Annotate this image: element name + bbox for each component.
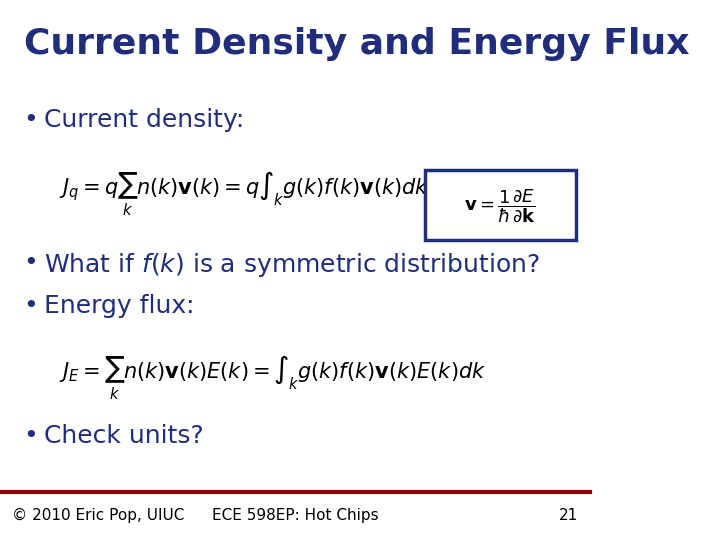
Text: ECE 598EP: Hot Chips: ECE 598EP: Hot Chips	[212, 508, 379, 523]
Text: •: •	[24, 251, 38, 275]
Text: What if $f(k)$ is a symmetric distribution?: What if $f(k)$ is a symmetric distributi…	[44, 251, 540, 279]
Text: Energy flux:: Energy flux:	[44, 294, 195, 318]
Text: $\mathbf{v} = \dfrac{1}{\hbar}\dfrac{\partial E}{\partial \mathbf{k}}$: $\mathbf{v} = \dfrac{1}{\hbar}\dfrac{\pa…	[464, 187, 536, 224]
Text: Current Density and Energy Flux: Current Density and Energy Flux	[24, 27, 689, 61]
Text: Current density:: Current density:	[44, 108, 245, 132]
Text: $J_q = q\sum_k n(k)\mathbf{v}(k) = q\int_k g(k)f(k)\mathbf{v}(k)dk$: $J_q = q\sum_k n(k)\mathbf{v}(k) = q\int…	[59, 170, 430, 218]
Text: •: •	[24, 108, 38, 132]
Text: Check units?: Check units?	[44, 424, 204, 448]
Text: $J_E = \sum_k n(k)\mathbf{v}(k)E(k) = \int_k g(k)f(k)\mathbf{v}(k)E(k)dk$: $J_E = \sum_k n(k)\mathbf{v}(k)E(k) = \i…	[59, 354, 486, 402]
Text: •: •	[24, 294, 38, 318]
FancyBboxPatch shape	[425, 170, 575, 240]
Text: 21: 21	[559, 508, 578, 523]
Text: © 2010 Eric Pop, UIUC: © 2010 Eric Pop, UIUC	[12, 508, 184, 523]
Text: •: •	[24, 424, 38, 448]
